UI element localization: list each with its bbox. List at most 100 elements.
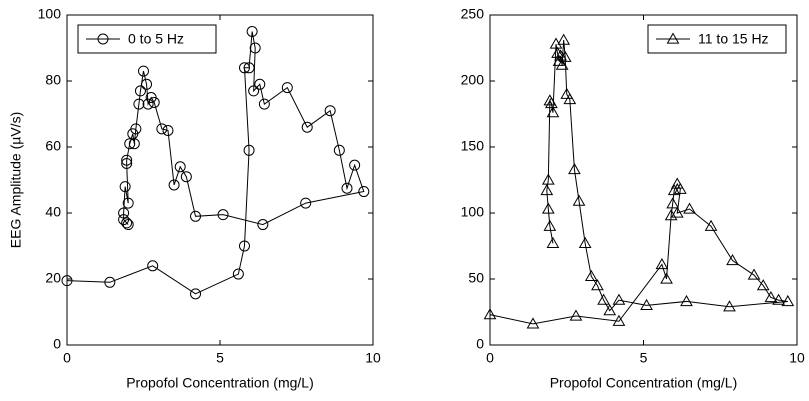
- data-point: [134, 85, 146, 97]
- data-point: [546, 106, 560, 118]
- y-tick-label: 250: [461, 6, 485, 22]
- data-point: [61, 275, 73, 287]
- y-tick-label: 80: [45, 72, 61, 88]
- data-point: [781, 294, 795, 307]
- y-tick-label: 60: [45, 138, 61, 154]
- data-point: [121, 154, 133, 166]
- x-tick-label: 0: [486, 350, 494, 366]
- data-point: [141, 78, 153, 90]
- data-point: [190, 210, 202, 222]
- y-tick-label: 200: [461, 72, 485, 88]
- data-point: [249, 42, 261, 54]
- data-point: [258, 98, 270, 110]
- data-point: [174, 161, 186, 173]
- data-point: [603, 304, 617, 316]
- data-point: [640, 298, 653, 311]
- plot-area: [66, 14, 374, 346]
- data-point: [122, 219, 134, 231]
- data-point: [683, 202, 696, 214]
- data-point: [673, 182, 687, 194]
- data-point: [597, 293, 610, 305]
- data-point: [246, 26, 258, 37]
- data-point: [232, 268, 244, 280]
- data-point: [726, 254, 739, 266]
- data-point: [190, 288, 202, 300]
- data-point: [168, 179, 180, 191]
- data-point: [552, 54, 566, 66]
- data-point: [156, 123, 168, 135]
- data-point: [591, 279, 604, 291]
- data-point: [664, 209, 678, 221]
- data-point: [541, 202, 555, 214]
- data-point: [546, 236, 560, 248]
- data-point: [551, 46, 564, 58]
- data-point: [119, 181, 131, 193]
- data-point: [612, 293, 626, 305]
- y-tick-label: 0: [53, 336, 61, 352]
- data-point: [578, 236, 592, 248]
- data-point: [655, 257, 669, 270]
- legend-label: 0 to 5 Hz: [128, 31, 184, 47]
- legend-marker: [97, 33, 109, 45]
- data-point: [281, 82, 293, 94]
- x-tick-label: 5: [640, 350, 648, 366]
- data-point: [142, 98, 154, 110]
- data-point: [254, 78, 266, 90]
- data-point: [257, 219, 269, 231]
- data-point: [180, 171, 192, 183]
- data-point: [540, 184, 554, 196]
- data-point: [764, 290, 778, 303]
- y-tick-label: 50: [468, 270, 484, 286]
- data-point: [670, 206, 684, 218]
- data-point: [572, 194, 586, 206]
- data-point: [358, 186, 370, 198]
- data-point: [704, 219, 718, 231]
- y-tick-label: 150: [461, 138, 485, 154]
- data-point: [541, 173, 555, 185]
- data-point: [248, 85, 260, 97]
- y-tick-label: 0: [476, 336, 484, 352]
- data-line: [66, 31, 365, 295]
- data-point: [243, 62, 255, 74]
- plot-area: [489, 14, 798, 346]
- data-point: [747, 268, 761, 280]
- data-point: [549, 37, 563, 49]
- data-point: [127, 128, 139, 140]
- data-point: [680, 294, 693, 307]
- data-point: [145, 92, 157, 103]
- x-tick-label: 10: [789, 350, 805, 366]
- data-point: [483, 308, 497, 320]
- data-point: [121, 158, 133, 169]
- y-tick-label: 20: [45, 270, 61, 286]
- data-point: [756, 279, 770, 291]
- data-point: [554, 49, 567, 61]
- data-point: [300, 197, 312, 209]
- data-point: [138, 65, 149, 77]
- legend-marker: [666, 32, 680, 44]
- data-point: [217, 209, 229, 221]
- data-point: [612, 314, 626, 326]
- x-tick-label: 10: [365, 350, 381, 366]
- data-point: [238, 62, 250, 74]
- data-point: [324, 105, 336, 117]
- y-tick-label: 100: [38, 6, 62, 22]
- data-point: [543, 219, 557, 231]
- data-point: [349, 159, 361, 171]
- data-point: [121, 217, 133, 229]
- data-point: [238, 240, 250, 252]
- x-axis-label: Propofol Concentration (mg/L): [126, 375, 314, 391]
- data-point: [569, 309, 583, 321]
- data-point: [124, 138, 136, 150]
- data-point: [555, 58, 569, 70]
- data-point: [584, 269, 598, 281]
- legend-label: 11 to 15 Hz: [698, 31, 769, 47]
- data-point: [568, 162, 581, 175]
- data-point: [666, 197, 680, 209]
- data-point: [122, 197, 134, 209]
- x-tick-label: 5: [216, 350, 224, 366]
- data-point: [118, 207, 130, 219]
- data-line: [489, 40, 788, 325]
- data-point: [162, 125, 174, 136]
- data-point: [243, 144, 255, 156]
